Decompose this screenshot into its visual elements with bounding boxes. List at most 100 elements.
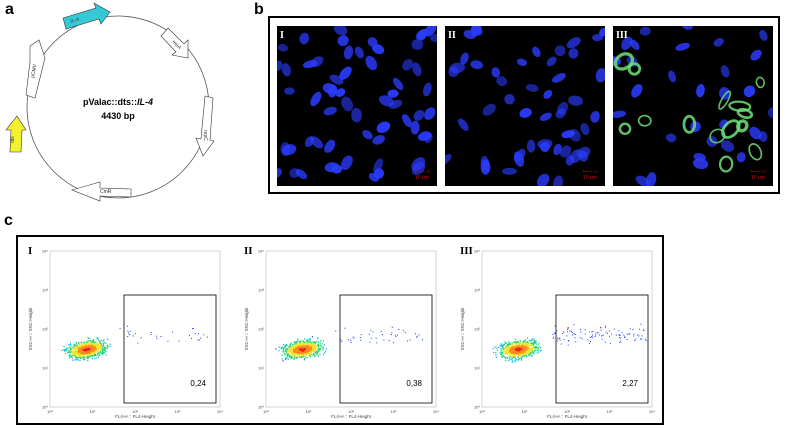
event-dot [590, 336, 592, 338]
event-dot [284, 344, 286, 346]
event-dot [90, 340, 92, 342]
event-dot [88, 340, 90, 342]
y-tick-label: 10² [258, 327, 264, 332]
event-dot [87, 337, 89, 339]
micro-image-2: II ⊢—⊣ 10 µm [445, 26, 605, 186]
event-dot [595, 332, 597, 334]
event-dot [85, 344, 88, 346]
event-dot [74, 347, 76, 349]
event-dot [78, 356, 80, 358]
event-dot [99, 342, 101, 344]
event-dot [102, 350, 104, 352]
event-dot [621, 332, 623, 334]
event-dot [68, 350, 70, 352]
event-dot [520, 359, 523, 361]
y-axis-label: SSC-H :: SSC-Height [244, 307, 249, 351]
event-dot [538, 349, 540, 351]
event-dot [92, 343, 94, 345]
nucleus [580, 123, 590, 136]
event-dot [372, 331, 374, 333]
event-dot [320, 340, 322, 342]
event-dot [307, 352, 309, 354]
event-dot [98, 354, 100, 356]
event-dot [641, 335, 643, 337]
event-dot [508, 349, 510, 351]
event-dot [507, 344, 509, 346]
event-dot [102, 340, 104, 342]
event-dot [589, 331, 591, 333]
event-dot [300, 354, 303, 356]
nucleus [539, 141, 550, 153]
event-dot [287, 354, 289, 357]
event-dot [198, 333, 200, 335]
event-dot [530, 342, 532, 344]
event-dot [77, 359, 79, 361]
event-dot [284, 358, 286, 361]
event-dot [92, 347, 94, 349]
event-dot [322, 347, 324, 349]
event-dot [504, 347, 506, 350]
event-dot [119, 328, 121, 330]
nucleus [411, 39, 424, 50]
event-dot [528, 352, 531, 354]
event-dot [129, 330, 131, 332]
event-dot [304, 352, 306, 354]
event-dot [522, 349, 524, 351]
event-dot [581, 338, 583, 340]
event-dot [527, 343, 529, 345]
event-dot [96, 354, 98, 356]
event-dot [512, 347, 514, 349]
nucleus [368, 172, 379, 182]
event-dot [93, 347, 96, 349]
event-dot [370, 337, 372, 339]
event-dot [519, 342, 521, 344]
event-dot [404, 331, 406, 333]
gene-label-dts: dts [10, 136, 16, 143]
event-dot [100, 353, 102, 355]
event-dot [504, 342, 507, 344]
nucleus [554, 45, 566, 57]
event-dot [532, 345, 534, 348]
event-dot [63, 350, 66, 352]
event-dot [605, 331, 607, 333]
event-dot [297, 343, 299, 345]
gfp-cell [709, 128, 726, 144]
nucleus [335, 88, 346, 98]
event-dot [67, 347, 69, 349]
event-dot [511, 346, 513, 348]
event-dot [87, 350, 89, 352]
event-dot [502, 344, 504, 347]
event-dot [298, 343, 301, 345]
event-dot [294, 357, 296, 359]
event-dot [127, 330, 129, 332]
event-dot [81, 344, 83, 347]
event-dot [86, 343, 88, 346]
event-dot [75, 347, 77, 349]
event-dot [510, 347, 513, 349]
event-dot [81, 343, 84, 345]
gfp-cell [718, 90, 732, 110]
gfp-cell [748, 143, 763, 161]
event-dot [312, 345, 315, 348]
event-dot [89, 352, 91, 354]
x-axis-label: FL4-H :: FL4-Height [115, 414, 156, 419]
event-dot [618, 330, 620, 332]
event-dot [172, 331, 174, 333]
nucleus [333, 26, 348, 36]
y-tick-label: 10⁰ [474, 405, 480, 410]
event-dot [313, 348, 315, 350]
event-dot [519, 339, 521, 342]
event-dot [307, 345, 310, 347]
event-dot [515, 348, 517, 350]
event-dot [303, 342, 305, 344]
event-dot [521, 348, 523, 350]
event-dot [509, 343, 511, 345]
event-dot [311, 351, 313, 353]
event-dot [310, 346, 313, 348]
event-dot [301, 356, 303, 358]
event-dot [553, 336, 555, 338]
event-dot [498, 347, 500, 349]
event-dot [85, 351, 88, 353]
event-dot [306, 354, 308, 356]
event-dot [522, 355, 524, 357]
